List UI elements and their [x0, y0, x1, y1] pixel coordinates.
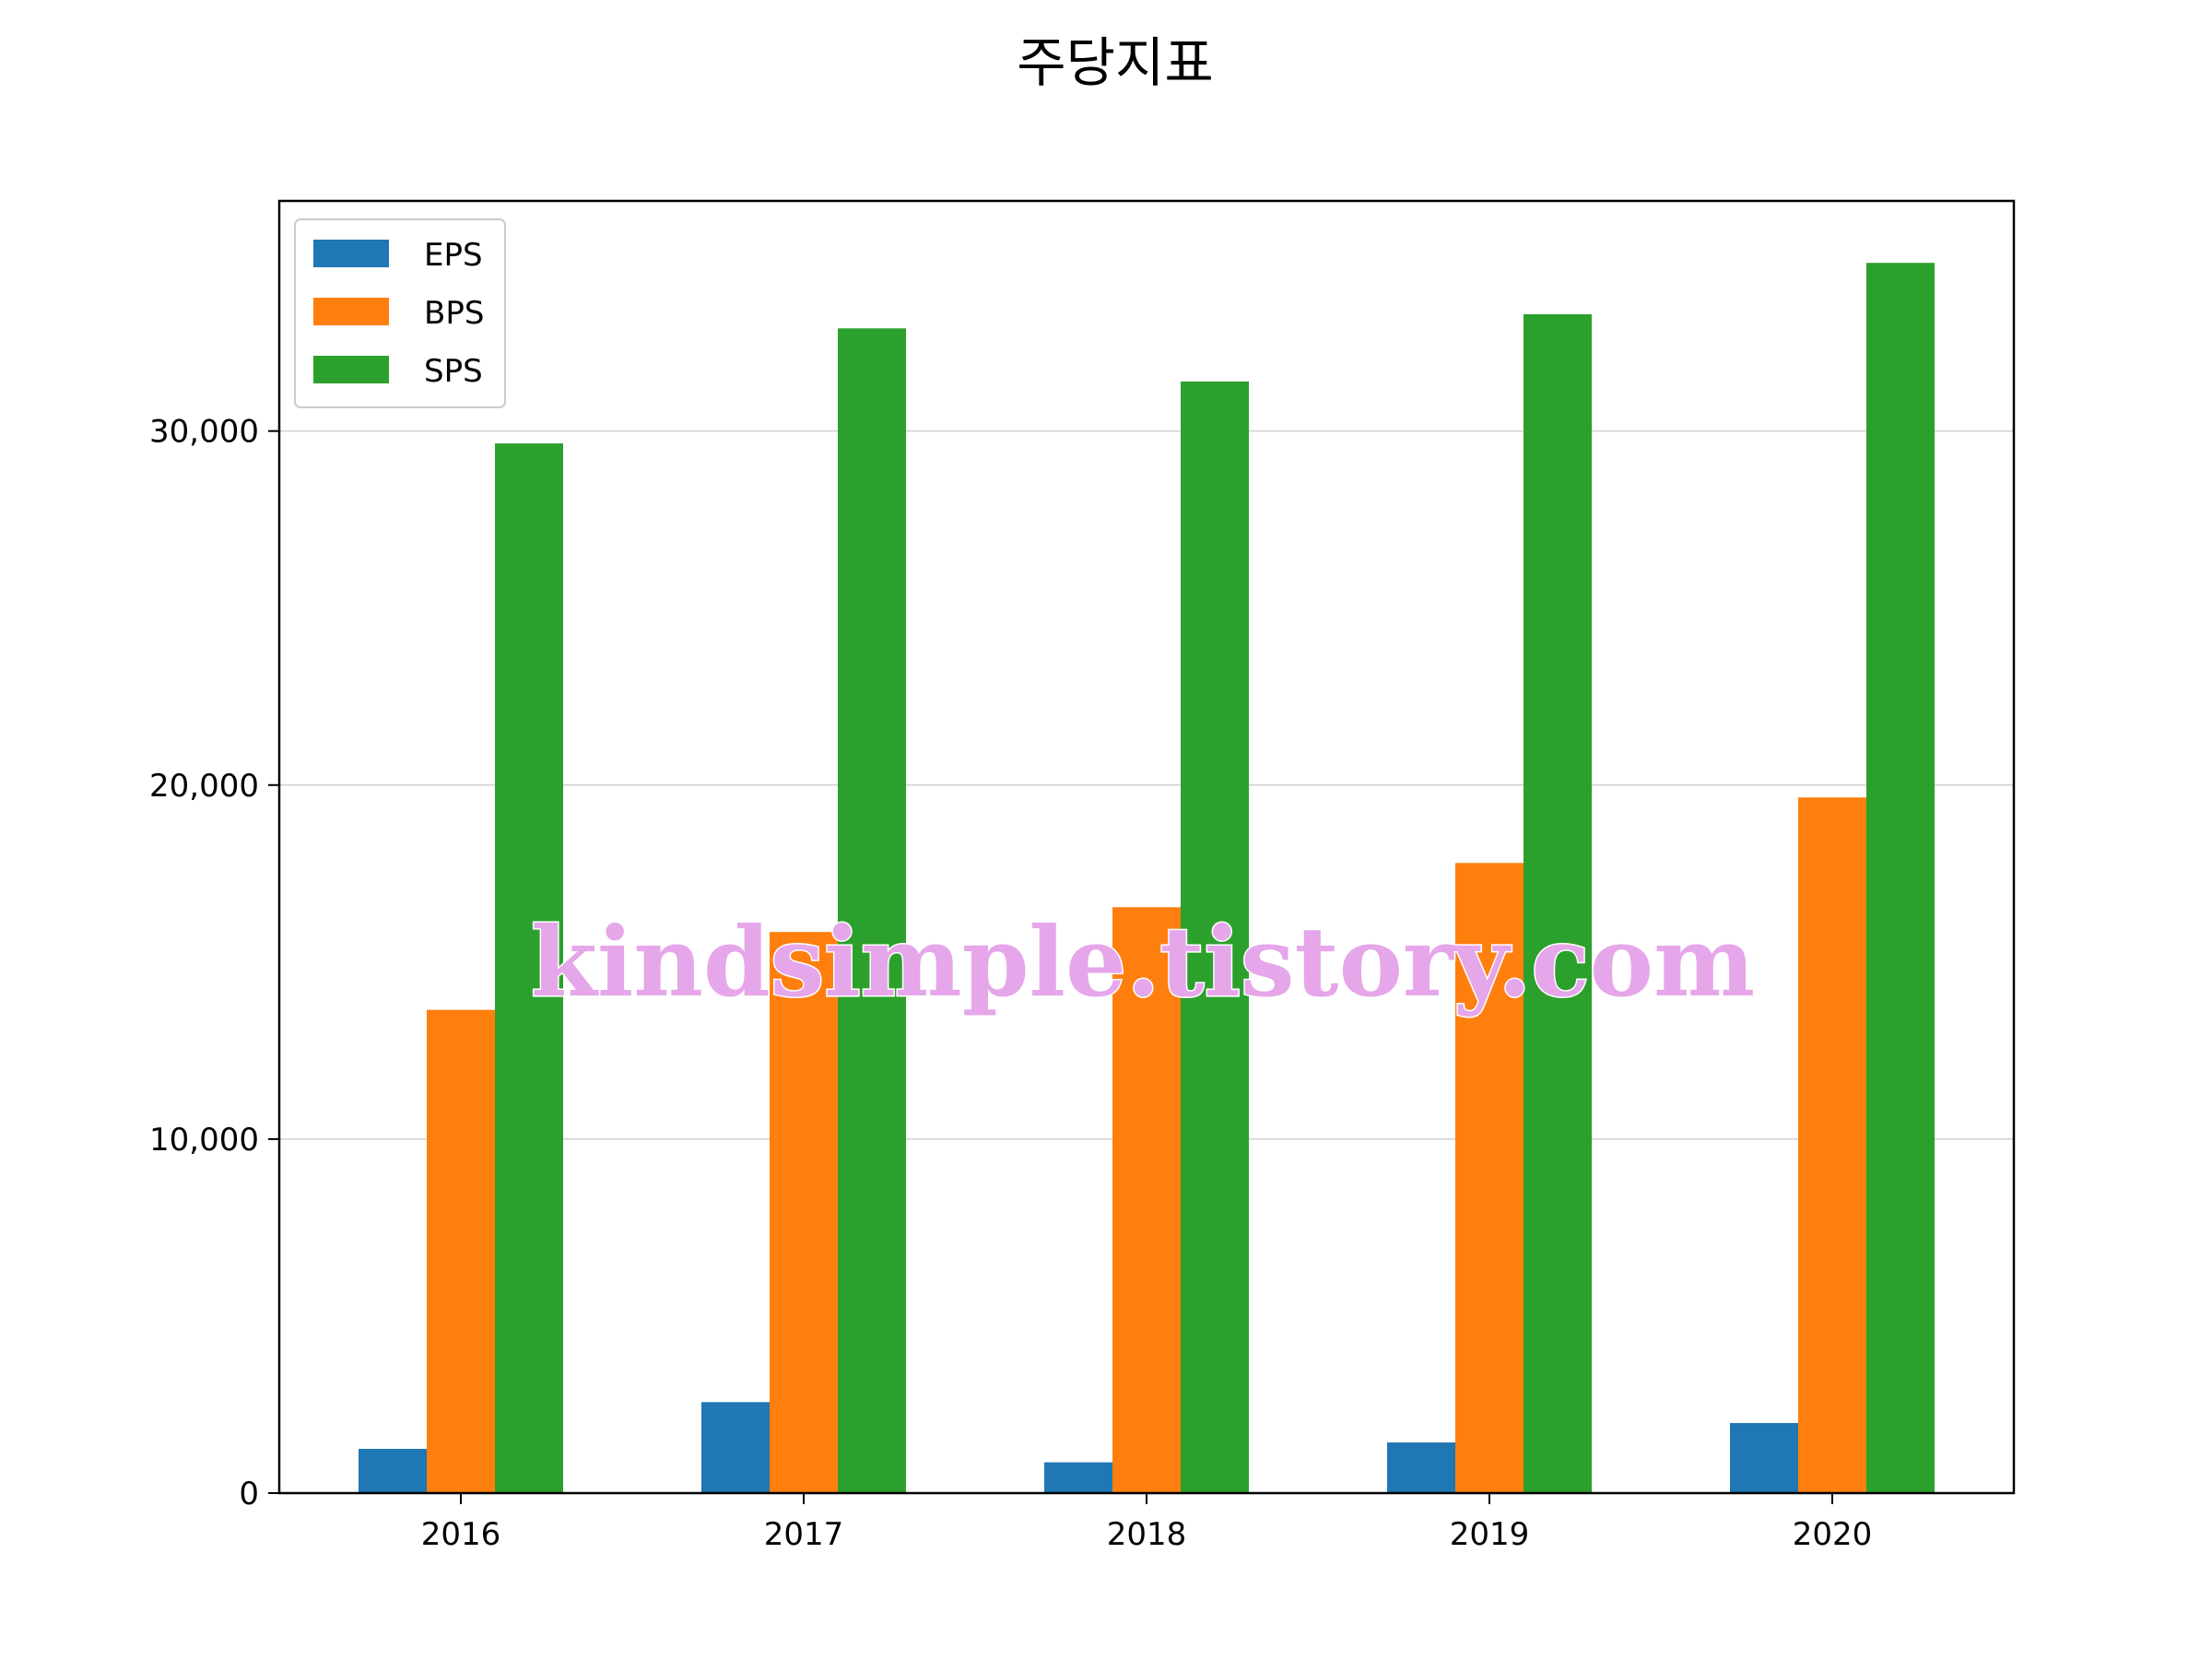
bar-sps-2019 — [1524, 313, 1592, 1494]
y-tick-label: 10,000 — [149, 1122, 259, 1159]
bar-bps-2019 — [1455, 863, 1524, 1493]
bar-bps-2017 — [770, 932, 838, 1493]
bars — [359, 263, 1935, 1494]
legend-label-eps: EPS — [424, 237, 483, 274]
x-tick-label: 2018 — [1107, 1516, 1187, 1553]
legend-label-sps: SPS — [424, 353, 483, 390]
bar-eps-2018 — [1044, 1462, 1112, 1493]
x-axis: 2016 2017 2018 2019 2020 — [421, 1493, 1873, 1553]
bar-sps-2017 — [838, 328, 906, 1494]
legend-swatch-sps — [313, 356, 389, 383]
bar-sps-2020 — [1866, 263, 1935, 1493]
y-tick-label: 0 — [239, 1476, 259, 1512]
x-tick-label: 2017 — [764, 1516, 844, 1553]
y-tick-label: 20,000 — [149, 768, 259, 805]
legend-label-bps: BPS — [424, 295, 484, 332]
bar-bps-2016 — [427, 1009, 495, 1493]
legend-swatch-eps — [313, 240, 389, 267]
x-tick-label: 2019 — [1450, 1516, 1530, 1553]
bar-bps-2018 — [1112, 907, 1181, 1493]
bar-eps-2017 — [701, 1402, 770, 1493]
bar-eps-2016 — [359, 1448, 427, 1493]
chart-title: 주당지표 — [1017, 31, 1213, 94]
y-axis: 0 10,000 20,000 30,000 — [149, 414, 279, 1512]
bar-bps-2020 — [1798, 797, 1866, 1493]
bar-sps-2018 — [1181, 381, 1249, 1494]
legend: EPS BPS SPS — [294, 218, 506, 408]
x-tick-label: 2020 — [1793, 1516, 1873, 1553]
y-tick-label: 30,000 — [149, 414, 259, 451]
legend-swatch-bps — [313, 298, 389, 325]
bar-sps-2016 — [495, 443, 563, 1493]
x-tick-label: 2016 — [421, 1516, 501, 1553]
watermark-text: kindsimple.tistory.com — [531, 905, 1755, 1018]
bar-eps-2019 — [1387, 1442, 1455, 1493]
bar-eps-2020 — [1730, 1422, 1798, 1493]
